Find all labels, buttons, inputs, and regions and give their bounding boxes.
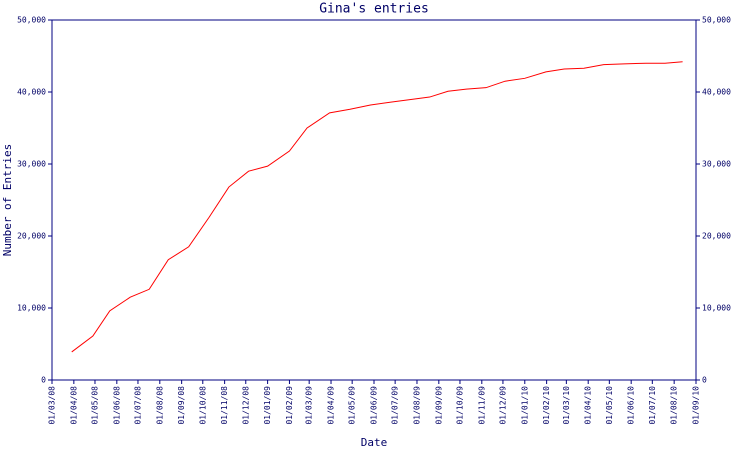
y-tick-label: 30,000 (17, 160, 46, 169)
x-tick-label: 01/12/08 (241, 386, 250, 425)
x-tick-label: 01/08/10 (670, 386, 679, 425)
x-tick-label: 01/09/08 (177, 386, 186, 425)
y2-tick-label: 0 (702, 376, 707, 385)
x-tick-label: 01/08/09 (412, 386, 421, 425)
x-tick-label: 01/07/09 (391, 386, 400, 425)
x-tick-label: 01/12/09 (498, 386, 507, 425)
x-tick-label: 01/06/10 (627, 386, 636, 425)
x-tick-label: 01/10/09 (455, 386, 464, 425)
x-tick-label: 01/04/08 (69, 386, 78, 425)
x-tick-label: 01/03/10 (562, 386, 571, 425)
x-tick-label: 01/04/09 (327, 386, 336, 425)
x-tick-label: 01/05/09 (348, 386, 357, 425)
x-tick-label: 01/02/10 (542, 386, 551, 425)
data-line (71, 61, 683, 353)
y-tick-label: 50,000 (17, 16, 46, 25)
x-tick-label: 01/10/08 (198, 386, 207, 425)
x-tick-label: 01/02/09 (285, 386, 294, 425)
plot-frame (51, 19, 697, 381)
chart-title: Gina's entries (319, 2, 429, 17)
x-tick-label: 01/06/08 (112, 386, 121, 425)
y-tick-label: 40,000 (17, 88, 46, 97)
x-tick-label: 01/11/08 (220, 386, 229, 425)
x-tick-label: 01/03/09 (305, 386, 314, 425)
x-tick-label: 01/09/10 (692, 386, 701, 425)
x-tick-label: 01/07/10 (648, 386, 657, 425)
y-axis-title: Number of Entries (1, 144, 14, 257)
y2-tick-label: 30,000 (702, 160, 731, 169)
x-tick-label: 01/04/10 (584, 386, 593, 425)
y-tick-label: 0 (41, 376, 46, 385)
y2-tick-label: 40,000 (702, 88, 731, 97)
x-tick-label: 01/01/09 (263, 386, 272, 425)
x-tick-label: 01/06/09 (370, 386, 379, 425)
x-tick-label: 01/09/09 (434, 386, 443, 425)
x-tick-label: 01/11/09 (477, 386, 486, 425)
x-axis-title: Date (361, 436, 388, 449)
y2-tick-label: 50,000 (702, 16, 731, 25)
x-tick-label: 01/08/08 (155, 386, 164, 425)
x-tick-label: 01/05/10 (605, 386, 614, 425)
x-tick-label: 01/07/08 (133, 386, 142, 425)
y-tick-label: 10,000 (17, 304, 46, 313)
x-tick-label: 01/05/08 (90, 386, 99, 425)
y-tick-label: 20,000 (17, 232, 46, 241)
x-tick-label: 01/03/08 (48, 386, 57, 425)
y2-tick-label: 10,000 (702, 304, 731, 313)
x-tick-label: 01/01/10 (520, 386, 529, 425)
y2-tick-label: 20,000 (702, 232, 731, 241)
